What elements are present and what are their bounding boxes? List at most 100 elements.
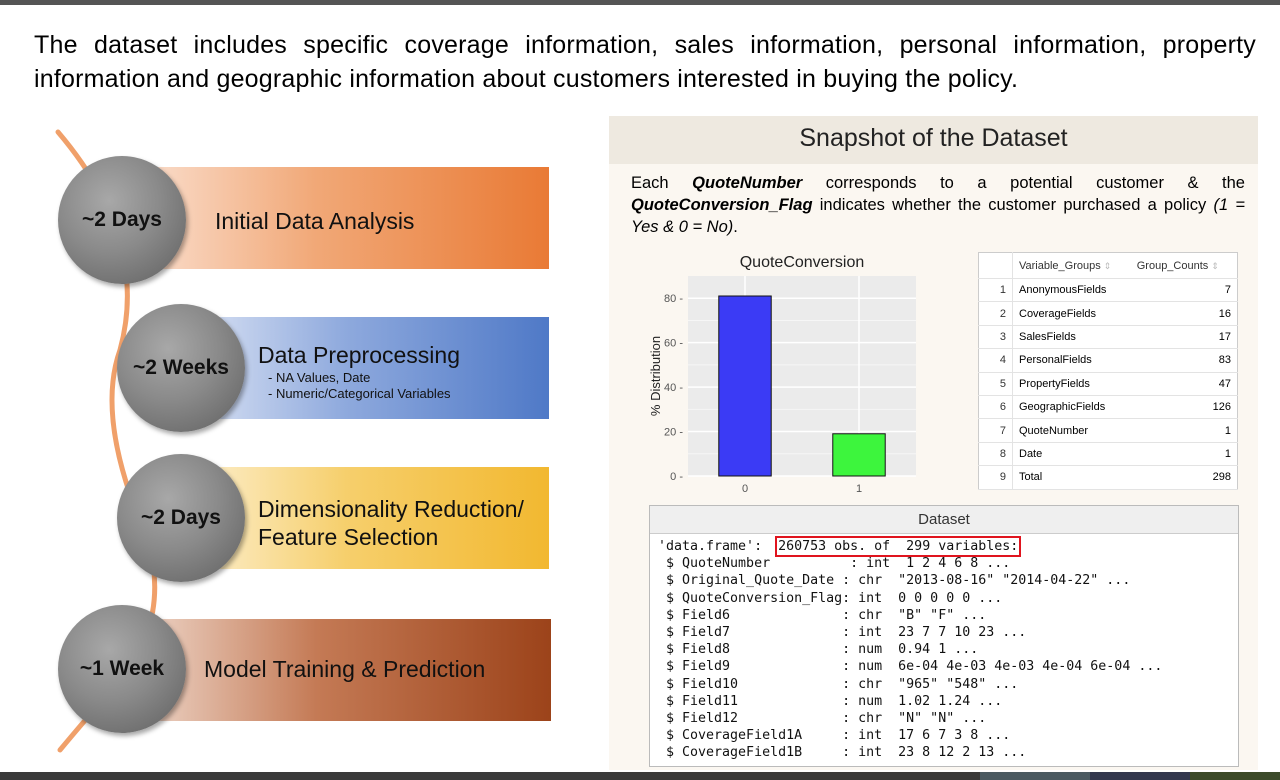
desc-bold-1: QuoteNumber [692,174,803,192]
row-group: AnonymousFields [1012,278,1131,303]
dataset-line: $ Field10 : chr "965" "548" ... [658,676,1019,692]
x-tick-label: 1 [856,483,862,495]
duration-circle-3: ~2 Days [117,454,245,582]
row-index: 4 [978,348,1013,373]
step-title-3b: Feature Selection [258,524,439,550]
step-title-2: Data Preprocessing [258,342,460,368]
header-variable-groups[interactable]: Variable_Groups ⇕ [1012,252,1131,279]
panel-title: Snapshot of the Dataset [799,124,1068,152]
row-group: PersonalFields [1012,348,1131,373]
duration-circle-1: ~2 Days [58,156,186,284]
dataset-str-output: 'data.frame': 260753 obs. of 299 variabl… [650,534,1238,762]
duration-circle-2: ~2 Weeks [117,304,245,432]
bar-1 [832,433,886,477]
row-group: CoverageFields [1012,301,1131,326]
step-title-4: Model Training & Prediction [204,656,486,682]
header-group-counts[interactable]: Group_Counts ⇕ [1130,252,1238,279]
dataset-dimensions-highlight: 260753 obs. of 299 variables: [775,536,1022,557]
duration-label-1: ~2 Days [82,208,162,231]
intro-text: The dataset includes specific coverage i… [34,31,1256,93]
dataset-line: $ Field6 : chr "B" "F" ... [658,607,987,623]
panel-header [609,116,1258,164]
dataset-line: $ Original_Quote_Date : chr "2013-08-16"… [658,573,1131,589]
row-count: 126 [1130,395,1238,420]
table-row: 6 GeographicFields 126 [978,395,1238,420]
bar-group [718,295,886,477]
dataset-str-box: Dataset 'data.frame': 260753 obs. of 299… [649,505,1239,767]
row-group: PropertyFields [1012,372,1131,396]
table-row: 1 AnonymousFields 7 [978,278,1238,303]
row-count: 16 [1130,301,1238,326]
dataset-line: $ CoverageField1B : int 23 8 12 2 13 ... [658,745,1027,761]
table-row: 7 QuoteNumber 1 [978,418,1238,443]
sort-icon: ⇕ [1103,260,1112,271]
row-count: 83 [1130,348,1238,373]
row-index: 8 [978,442,1013,467]
row-count: 47 [1130,372,1238,396]
bar-0 [718,295,772,477]
table-row: 4 PersonalFields 83 [978,348,1238,373]
table-row: 5 PropertyFields 47 [978,372,1238,396]
table-row: 8 Date 1 [978,442,1238,467]
row-group: SalesFields [1012,325,1131,350]
dataset-line: $ Field11 : num 1.02 1.24 ... [658,693,1003,709]
dataset-lines: $ QuoteNumber : int 1 2 4 6 8 ... $ Orig… [658,555,1238,761]
dataset-line: $ Field9 : num 6e-04 4e-03 4e-03 4e-04 6… [658,659,1163,675]
desc-part-1: Each [631,174,693,192]
row-count: 7 [1130,278,1238,303]
row-group: Total [1012,465,1131,490]
dataset-line: $ QuoteConversion_Flag: int 0 0 0 0 0 ..… [658,590,1003,606]
header-index [978,252,1013,279]
dataset-box-title: Dataset [650,506,1238,534]
desc-part-4: (1 = Yes & 0 = No) [631,196,1245,236]
table-row: 3 SalesFields 17 [978,325,1238,350]
desc-bold-2: QuoteConversion_Flag [631,196,813,214]
desc-part-5: . [733,218,738,236]
y-tick-label: 80 - [664,293,683,305]
x-tick-label: 0 [742,483,748,495]
dataset-line: $ Field8 : num 0.94 1 ... [658,642,979,658]
duration-label-2: ~2 Weeks [133,356,229,379]
header-group-counts-label: Group_Counts [1136,259,1209,272]
desc-part-3: indicates whether the customer purchased… [812,196,1214,214]
header-variable-groups-label: Variable_Groups [1019,259,1101,272]
row-index: 3 [978,325,1013,350]
panel-description: Each QuoteNumber corresponds to a potent… [631,172,1245,238]
duration-label-3: ~2 Days [141,506,221,529]
y-tick-label: 40 - [664,382,683,394]
row-count: 298 [1130,465,1238,490]
step-sub-2b: - Numeric/Categorical Variables [268,386,451,401]
row-index: 9 [978,465,1013,490]
step-sub-2a: - NA Values, Date [268,370,371,385]
dataset-line: $ Field12 : chr "N" "N" ... [658,711,987,727]
row-count: 17 [1130,325,1238,350]
row-count: 1 [1130,442,1238,467]
row-index: 7 [978,418,1013,443]
dataset-line: $ Field7 : int 23 7 7 10 23 ... [658,625,1027,641]
chart-title: QuoteConversion [740,254,865,271]
duration-label-4: ~1 Week [79,657,165,680]
y-tick-label: 0 - [670,471,683,483]
table-header-row: Variable_Groups ⇕ Group_Counts ⇕ [978,252,1238,279]
row-index: 1 [978,278,1013,303]
y-tick-label: 60 - [664,338,683,350]
row-count: 1 [1130,418,1238,443]
top-rule [0,0,1280,5]
table-row: 9 Total 298 [978,465,1238,490]
row-index: 2 [978,301,1013,326]
y-tick-label: 20 - [664,427,683,439]
variable-groups-table: Variable_Groups ⇕ Group_Counts ⇕ 1 Anonym… [978,252,1238,490]
step-title-1: Initial Data Analysis [215,208,415,234]
y-axis-label: % Distribution [648,336,663,416]
dataset-line: $ CoverageField1A : int 17 6 7 3 8 ... [658,728,1011,744]
desc-part-2: corresponds to a potential customer & th… [802,174,1245,192]
bottom-bar [0,772,1280,780]
dataset-head-prefix: 'data.frame': [658,539,779,554]
row-group: GeographicFields [1012,395,1131,420]
step-bar-4 [125,619,551,721]
y-tick-labels: 0 - 20 - 40 - 60 - 80 - [664,293,683,483]
sort-icon: ⇕ [1211,260,1219,271]
duration-circle-4: ~1 Week [58,605,186,733]
row-group: QuoteNumber [1012,418,1131,443]
table-row: 2 CoverageFields 16 [978,301,1238,326]
